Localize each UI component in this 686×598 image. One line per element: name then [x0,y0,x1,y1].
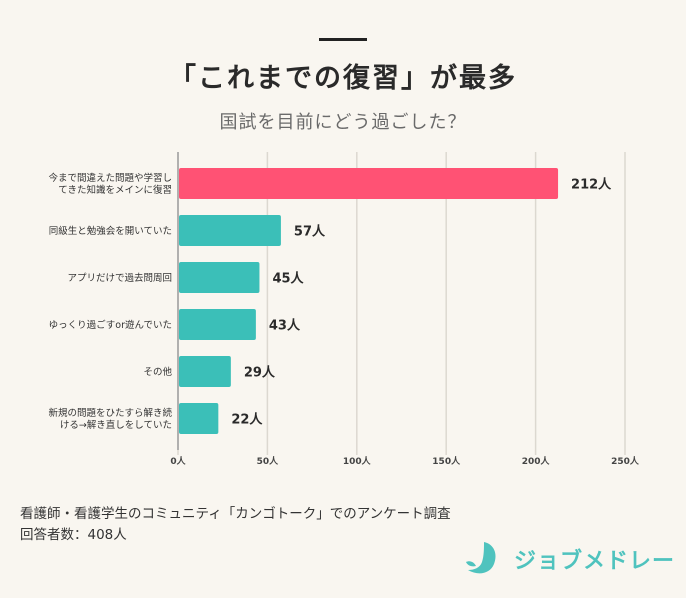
bar [179,262,260,293]
category-labels: 今まで間違えた問題や学習してきた知識をメインに復習同級生と勉強会を開いていたアプ… [48,172,172,431]
value-labels: 212人 57人 45人 43人 29人 22人 [231,177,612,428]
bar [179,168,559,199]
x-tick-label: 50人 [257,455,280,467]
category-label: その他 [143,366,172,378]
category-label: てきた知識をメインに復習 [58,184,172,196]
x-tick-label: 100人 [343,455,372,467]
category-label: ゆっくり過ごすor遊んでいた [49,319,172,331]
bars [179,168,559,434]
title-decoration-rule [319,38,367,41]
respondent-count: 回答者数：408人 [20,527,127,543]
footer: 看護師・看護学生のコミュニティ「カンゴトーク」でのアンケート調査 回答者数：40… [20,504,451,546]
bar [179,356,231,387]
x-tick-labels: 0人 50人 100人 150人 200人 250人 [170,455,640,467]
x-tick-label: 250人 [611,455,640,467]
value-label: 57人 [294,224,326,240]
category-label: ける→解き直しをしていた [60,419,172,431]
x-tick-label: 0人 [170,455,186,467]
jobmedley-logo: ジョブメドレー [464,540,675,578]
category-label: アプリだけで過去問周回 [67,272,172,284]
category-label: 新規の問題をひたすら解き続 [48,407,172,419]
bar [179,215,281,246]
bar-chart: 今まで間違えた問題や学習してきた知識をメインに復習同級生と勉強会を開いていたアプ… [48,152,640,467]
chart-title: 「これまでの復習」が最多 [169,63,517,94]
survey-source: 看護師・看護学生のコミュニティ「カンゴトーク」でのアンケート調査 [20,506,451,522]
value-label: 45人 [272,271,304,287]
value-label: 22人 [231,412,263,428]
value-label: 29人 [244,365,276,381]
logo-mark-icon [466,542,496,574]
chart-subtitle: 国試を目前にどう過ごした？ [219,112,467,133]
bar [179,403,219,434]
bar [179,309,256,340]
category-label: 今まで間違えた問題や学習し [48,172,172,184]
category-label: 同級生と勉強会を開いていた [49,225,172,237]
x-tick-label: 150人 [432,455,461,467]
x-tick-label: 200人 [522,455,551,467]
grid-lines [177,152,626,455]
value-label: 212人 [571,177,612,193]
logo-text: ジョブメドレー [514,549,676,574]
value-label: 43人 [269,318,301,334]
